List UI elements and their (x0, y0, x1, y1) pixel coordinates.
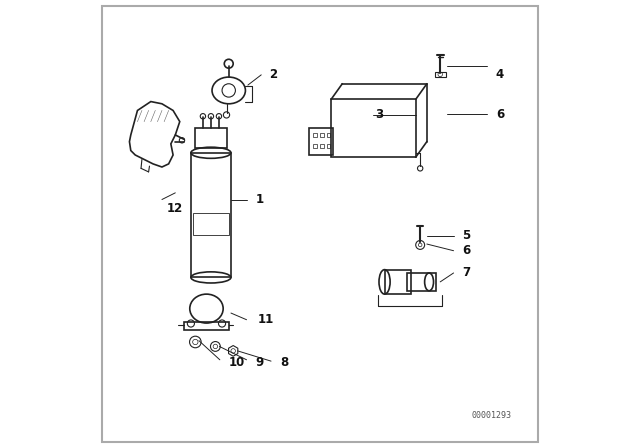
Text: 7: 7 (463, 267, 470, 280)
Text: 6: 6 (463, 244, 471, 257)
Bar (326, 144, 330, 148)
Bar (331, 99, 416, 157)
Text: 6: 6 (496, 108, 504, 121)
Bar (385, 270, 412, 294)
Bar (195, 128, 227, 148)
Bar (191, 153, 231, 277)
Bar (309, 128, 333, 155)
Text: 3: 3 (376, 108, 384, 121)
Text: 2: 2 (269, 69, 277, 82)
Text: 1: 1 (255, 193, 264, 206)
Text: 9: 9 (255, 356, 264, 369)
Bar (435, 72, 445, 77)
Text: 5: 5 (463, 228, 471, 241)
Text: 00001293: 00001293 (472, 411, 511, 420)
Bar (184, 322, 228, 330)
Bar (320, 144, 324, 148)
Text: 10: 10 (228, 356, 245, 369)
Bar (193, 213, 228, 235)
Bar (314, 144, 317, 148)
Text: 11: 11 (258, 313, 274, 326)
Bar (326, 133, 330, 137)
Bar (320, 133, 324, 137)
Text: 8: 8 (280, 356, 288, 369)
Text: 4: 4 (496, 69, 504, 82)
Text: 12: 12 (166, 202, 182, 215)
Bar (407, 273, 436, 291)
Bar (314, 133, 317, 137)
